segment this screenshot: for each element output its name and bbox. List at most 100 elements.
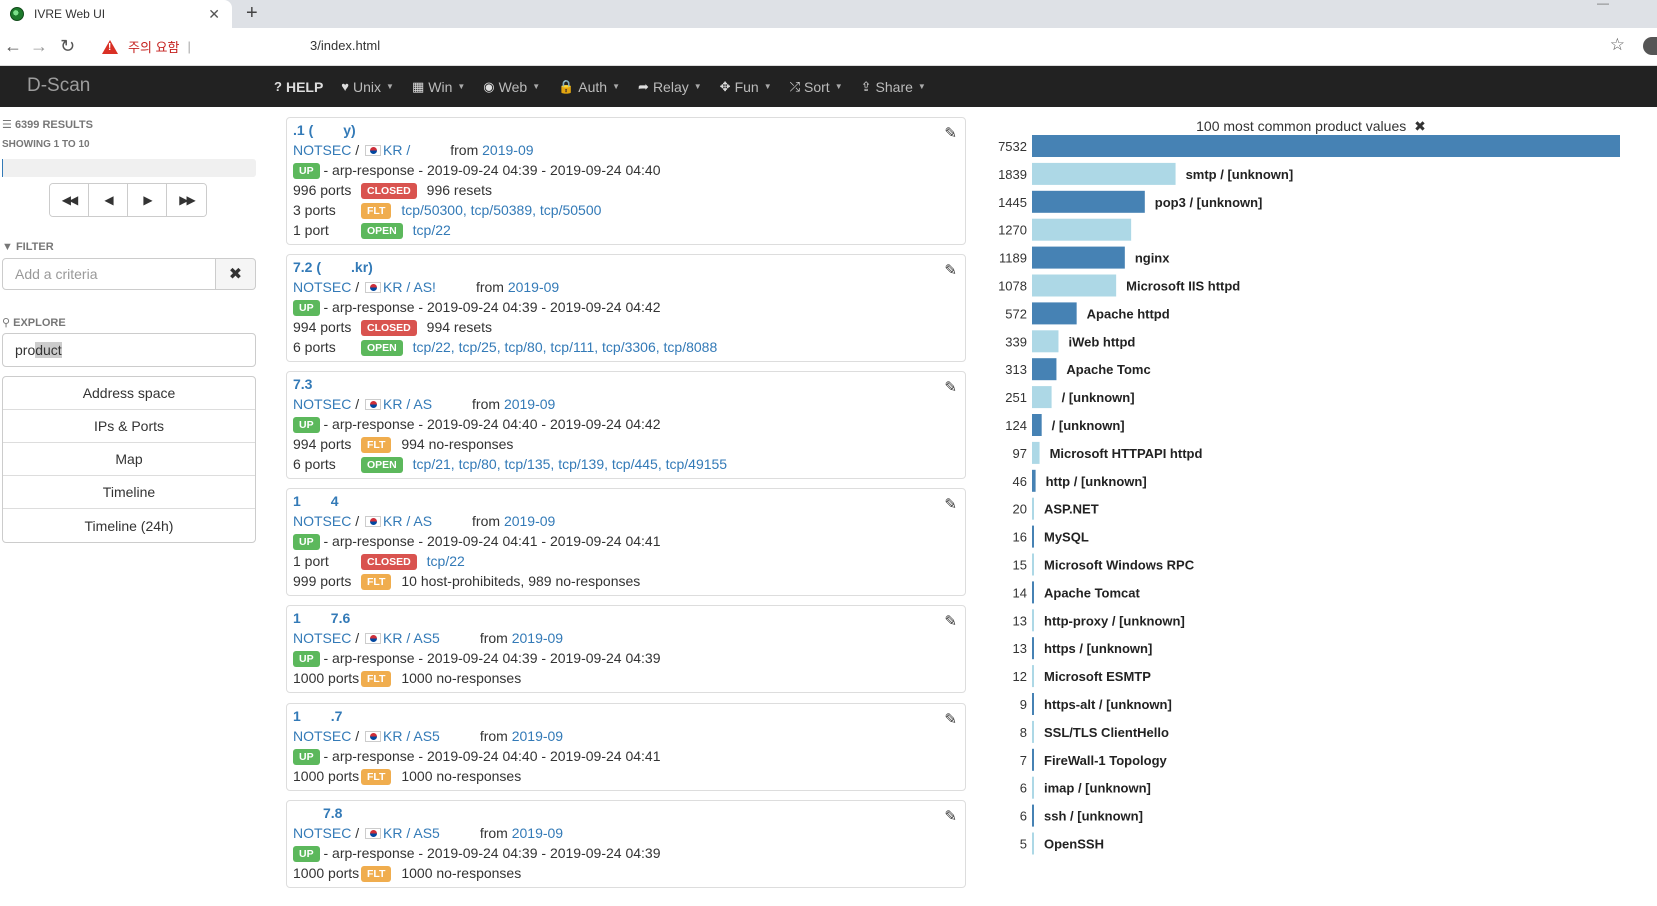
port-detail[interactable]: tcp/22 [412,222,451,238]
chart-bar[interactable] [1032,135,1620,157]
edit-pencil-icon[interactable]: ✎ [944,379,957,396]
date-link[interactable]: 2019-09 [511,825,564,841]
bar-category-label[interactable]: Microsoft HTTPAPI httpd [1050,446,1203,461]
chart-bar[interactable] [1032,190,1145,213]
chart-bar[interactable] [1032,330,1059,353]
edit-pencil-icon[interactable]: ✎ [944,125,957,142]
port-detail[interactable]: tcp/22, tcp/25, tcp/80, tcp/111, tcp/330… [412,339,718,355]
brand-title[interactable]: D-Scan [27,75,91,96]
source-link[interactable]: NOTSEC [293,279,352,295]
bar-category-label[interactable]: MySQL [1044,530,1089,545]
bar-category-label[interactable]: FireWall-1 Topology [1044,753,1168,768]
explore-item-timeline-24h[interactable]: Timeline (24h) [84,517,174,534]
chart-bar[interactable] [1032,804,1034,827]
country-link[interactable]: KR [383,279,403,295]
edit-pencil-icon[interactable]: ✎ [944,808,957,825]
bar-category-label[interactable]: iWeb httpd [1068,334,1135,349]
url-field[interactable]: 3/index.html [310,38,381,53]
host-link-suffix[interactable]: 7.6 [330,610,351,626]
first-page-button[interactable]: ◀◀ [50,184,89,216]
chart-bar[interactable] [1032,358,1057,381]
bar-category-label[interactable]: Microsoft ESMTP [1044,669,1151,684]
asn-link[interactable]: / AS [406,396,433,412]
host-link-suffix[interactable]: .kr) [351,259,373,275]
next-page-button[interactable]: ▶ [128,184,167,216]
forward-arrow-icon[interactable]: → [30,36,48,56]
chart-bar[interactable] [1032,720,1034,743]
chart-bar[interactable] [1032,469,1036,492]
bar-category-label[interactable]: SSL/TLS ClientHello [1044,725,1169,740]
port-detail[interactable]: tcp/50300, tcp/50389, tcp/50500 [401,202,602,218]
chart-bar[interactable] [1032,386,1052,409]
asn-link[interactable]: / AS5 [406,825,440,841]
bar-category-label[interactable]: Microsoft IIS httpd [1126,279,1240,294]
source-link[interactable]: NOTSEC [293,728,352,744]
source-link[interactable]: NOTSEC [293,513,352,529]
chart-bar[interactable] [1032,609,1034,632]
host-link[interactable]: .1 ( [293,122,314,138]
reload-icon[interactable]: ↻ [60,36,76,56]
date-link[interactable]: 2019-09 [507,279,560,295]
bar-category-label[interactable]: OpenSSH [1044,837,1104,852]
bar-category-label[interactable]: https-alt / [unknown] [1044,697,1172,712]
prev-page-button[interactable]: ◀ [89,184,128,216]
last-page-button[interactable]: ▶▶ [167,184,206,216]
explore-item-ips-ports[interactable]: IPs & Ports [3,410,255,443]
browser-tab[interactable]: IVRE Web UI ✕ [0,0,232,28]
edit-pencil-icon[interactable]: ✎ [944,262,957,279]
source-link[interactable]: NOTSEC [293,825,352,841]
minimize-icon[interactable]: — [1597,0,1609,10]
close-chart-icon[interactable]: ✖ [1414,118,1426,134]
chart-bar[interactable] [1032,665,1034,688]
filter-input[interactable]: Add a criteria [2,258,216,290]
chart-bar[interactable] [1032,637,1034,660]
bookmark-star-icon[interactable]: ☆ [1609,35,1625,54]
chart-bar[interactable] [1032,748,1034,771]
menu-relay[interactable]: ➦ Relay ▼ [638,79,702,95]
chart-bar[interactable] [1032,553,1034,576]
chart-bar[interactable] [1032,441,1040,464]
menu-unix[interactable]: ♥ Unix ▼ [341,79,394,95]
source-link[interactable]: NOTSEC [293,396,352,412]
chart-bar[interactable] [1032,497,1034,520]
chart-bar[interactable] [1032,832,1034,855]
bar-category-label[interactable]: imap / [unknown] [1044,781,1151,796]
asn-link[interactable]: / [406,142,411,158]
chart-bar[interactable] [1032,693,1034,715]
country-link[interactable]: KR [383,630,403,646]
bar-category-label[interactable]: / [unknown] [1062,390,1135,405]
host-link[interactable]: 1 [293,610,301,626]
host-link-suffix[interactable]: .7 [330,708,343,724]
explore-item-timeline[interactable]: Timeline [3,476,255,509]
chart-bar[interactable] [1032,581,1034,604]
chart-bar[interactable] [1032,302,1077,325]
chart-bar[interactable] [1032,162,1176,185]
explore-item-address-space[interactable]: Address space [3,377,255,410]
host-link[interactable]: 7.3 [293,376,313,392]
menu-auth[interactable]: 🔒 Auth ▼ [558,79,620,95]
close-icon[interactable]: ✕ [208,6,220,22]
chart-bar[interactable] [1032,776,1034,799]
country-link[interactable]: KR [383,142,403,158]
back-arrow-icon[interactable]: ← [4,36,22,56]
host-link-suffix[interactable]: y) [343,122,356,138]
source-link[interactable]: NOTSEC [293,142,352,158]
host-link[interactable]: 7.2 ( [293,259,322,275]
port-detail[interactable]: tcp/21, tcp/80, tcp/135, tcp/139, tcp/44… [412,456,728,472]
host-link[interactable]: 1 [293,708,301,724]
date-link[interactable]: 2019-09 [503,396,556,412]
date-link[interactable]: 2019-09 [511,728,564,744]
menu-sort[interactable]: ⤮ Sort ▼ [790,79,843,95]
bar-category-label[interactable]: https / [unknown] [1044,641,1152,656]
chart-bar[interactable] [1032,218,1132,241]
chart-bar[interactable] [1032,246,1125,269]
clear-filter-button[interactable]: ✖ [216,258,256,290]
asn-link[interactable]: / AS5 [406,630,440,646]
asn-link[interactable]: / AS [406,513,433,529]
bar-category-label[interactable]: smtp / [unknown] [1186,167,1294,182]
host-link[interactable]: 1 [293,493,301,509]
country-link[interactable]: KR [383,513,403,529]
profile-icon[interactable] [1643,37,1657,55]
bar-category-label[interactable]: Apache Tomc [1066,362,1150,377]
bar-category-label[interactable]: ASP.NET [1044,502,1099,517]
